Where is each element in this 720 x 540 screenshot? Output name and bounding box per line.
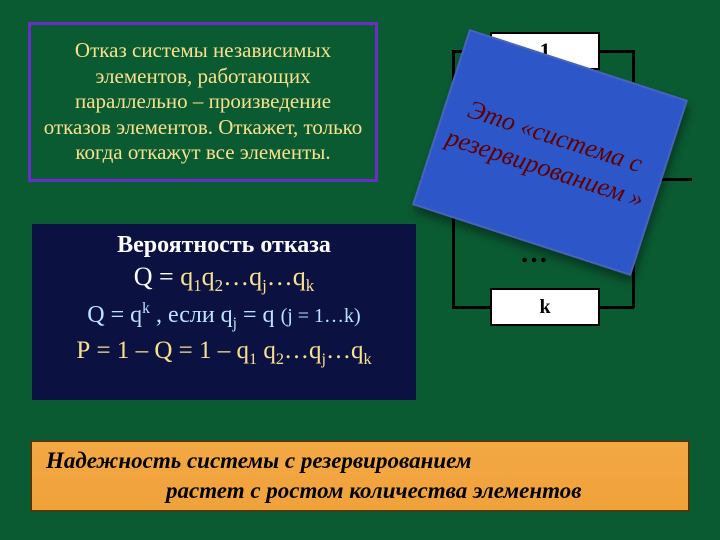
circuit-dots-2: … bbox=[520, 238, 548, 270]
formula-line-2: Q = qk , если qj = q (j = 1…k) bbox=[42, 298, 406, 334]
block-j-label: j bbox=[541, 198, 548, 224]
b2-wl bbox=[452, 98, 490, 101]
bj-wr bbox=[600, 210, 634, 213]
b2-wr bbox=[600, 98, 634, 101]
conclusion-line-1: Надежность системы с резервированием bbox=[46, 448, 472, 473]
b1-wl bbox=[452, 50, 490, 53]
block-2-label: 2 bbox=[540, 86, 551, 112]
slide-root: 1 2 … j … k Отказ системы независимых эл… bbox=[0, 0, 720, 540]
bk-wr bbox=[600, 306, 634, 309]
block-1: 1 bbox=[490, 32, 600, 70]
definition-text: Отказ системы независимых элементов, раб… bbox=[39, 38, 367, 166]
bk-wl bbox=[452, 306, 490, 309]
b1-wr bbox=[600, 50, 634, 53]
block-2: 2 bbox=[490, 80, 600, 118]
block-1-label: 1 bbox=[540, 38, 551, 64]
block-k-label: k bbox=[539, 296, 550, 319]
formula-box: Вероятность отказа Q = q1q2…qj…qk Q = qk… bbox=[30, 222, 418, 402]
conclusion-box: Надежность системы с резервированием рас… bbox=[30, 440, 690, 512]
block-k: k bbox=[490, 288, 600, 326]
block-j: j bbox=[490, 192, 600, 230]
bj-wl bbox=[452, 210, 490, 213]
definition-callout: Отказ системы независимых элементов, раб… bbox=[28, 22, 378, 182]
lead-out bbox=[632, 178, 692, 181]
formula-line-3: Р = 1 – Q = 1 – q1 q2…qj…qk bbox=[42, 334, 406, 371]
lead-in bbox=[420, 178, 454, 181]
conclusion-line-2: растет с ростом количества элементов bbox=[46, 476, 674, 506]
circuit-dots-1: … bbox=[520, 128, 548, 160]
formula-title: Вероятность отказа bbox=[42, 232, 406, 259]
formula-line-1: Q = q1q2…qj…qk bbox=[42, 259, 406, 298]
